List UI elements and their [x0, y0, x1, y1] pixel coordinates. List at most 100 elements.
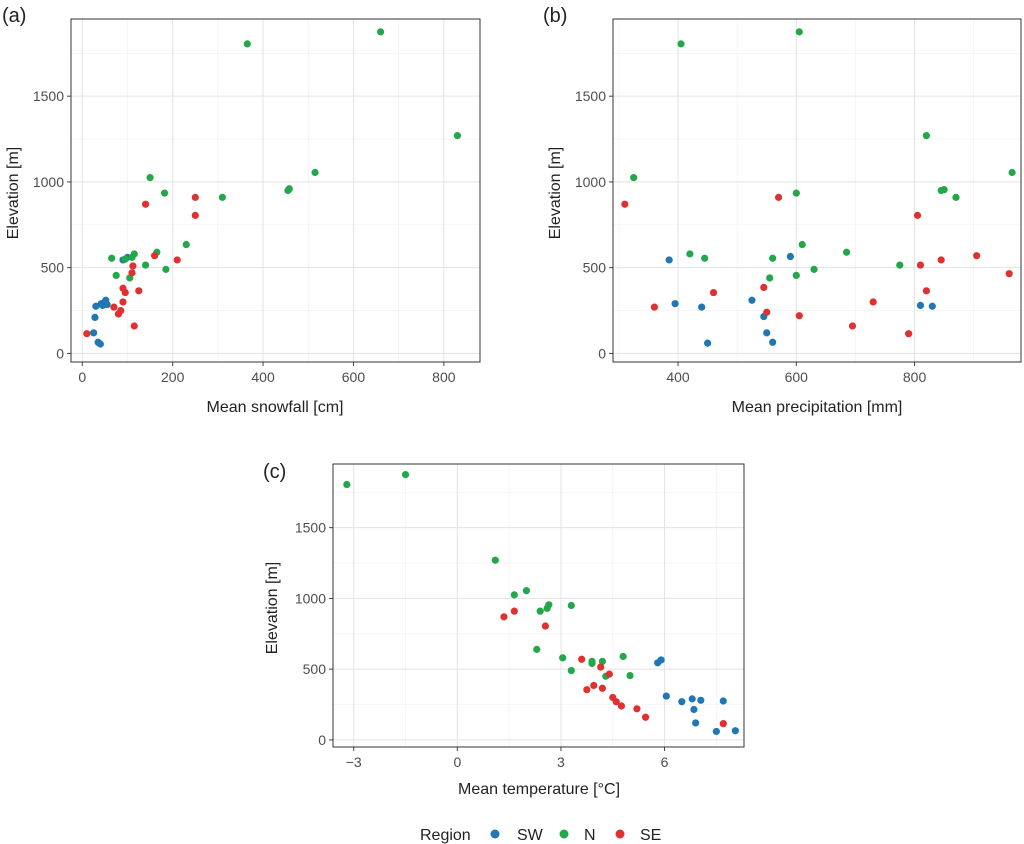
panel-b-point-sw [786, 252, 794, 261]
panel-c-point-se [510, 607, 518, 615]
panel-b-point-n [798, 240, 806, 249]
panel-b-point-se [795, 312, 803, 320]
panel-a-point-sw [103, 300, 111, 309]
panel-b-y-tick-label: 1500 [575, 88, 606, 104]
panel-c-point-n [343, 480, 351, 489]
panel-a-point-se [173, 256, 181, 264]
panel-a-x-tick-label: 600 [342, 369, 366, 385]
panel-c-y-tick-label: 1000 [295, 590, 326, 606]
panel-b-point-se [869, 298, 877, 306]
panel-c-point-n [567, 601, 575, 610]
panel-b-point-sw [928, 302, 936, 310]
panel-b-point-n [792, 189, 800, 197]
panel-c-x-tick-label: −3 [346, 754, 362, 770]
panel-b-x-tick-label: 400 [666, 369, 690, 385]
panel-c-point-sw [731, 727, 739, 735]
panel-c-point-se [633, 705, 641, 713]
panel-b-point-sw [916, 301, 925, 310]
panel-a-x-tick-label: 200 [161, 369, 185, 385]
panel-b-point-se [774, 193, 783, 201]
panel-b-series-se [621, 193, 1013, 338]
panel-a-y-tick-label: 0 [56, 345, 64, 361]
panel-a-point-n [146, 174, 154, 182]
panel-a-point-n [311, 168, 319, 177]
panel-c-point-n [536, 607, 544, 615]
panel-b-point-sw [671, 300, 679, 308]
panel-a-border [70, 18, 481, 363]
panel-b-point-sw [698, 303, 706, 311]
panel-a-point-n [182, 240, 190, 249]
legend-title: Region [420, 827, 471, 844]
panel-a-plot-background [71, 19, 480, 362]
panel-c-point-se [541, 622, 550, 630]
panel-a-y-tick-label: 1000 [33, 174, 64, 190]
panel-a-y-tick-label: 500 [41, 260, 65, 276]
panel-c-point-n [619, 652, 627, 661]
panel-c-point-n [401, 471, 410, 479]
panel-b-point-n [701, 254, 709, 262]
panel-b-point-n [1008, 168, 1016, 177]
panel-a-point-se [129, 262, 137, 270]
legend-swatch-se [615, 829, 625, 839]
panel-c-point-se [641, 713, 650, 721]
panel-b-point-sw [704, 339, 712, 347]
panel-c-series-se [500, 607, 727, 728]
legend-label-sw: SW [517, 827, 544, 844]
panel-c-point-sw [692, 719, 700, 727]
panel-a-x-axis-title: Mean snowfall [cm] [207, 399, 344, 416]
panel-b-point-n [842, 248, 851, 256]
panel-a-y-axis-title: Elevation [m] [5, 147, 22, 239]
panel-c-point-n [626, 671, 634, 680]
panel-c-y-tick-label: 1500 [295, 520, 326, 536]
panel-a-point-n [453, 132, 462, 140]
panel-a-point-se [128, 269, 136, 277]
panel-a-plot-area [71, 19, 480, 362]
panel-b-point-se [848, 322, 857, 330]
panel-a-point-sw [89, 329, 98, 337]
panel-b-y-tick-label: 0 [598, 345, 606, 361]
panel-c-point-se [500, 613, 508, 621]
panel-c-point-se [612, 698, 620, 706]
panel-b-point-sw [748, 296, 756, 304]
panel-a-x-tick-label: 400 [251, 369, 275, 385]
panel-c-point-se [578, 655, 586, 663]
panel-a-point-n [112, 271, 120, 279]
panel-a-point-sw [91, 313, 99, 322]
panel-c-temperature: (c) Mean temperature [°C] Elevation [m] … [263, 461, 745, 798]
panel-b-plot-area [613, 19, 1021, 362]
panel-a-point-n [160, 189, 169, 197]
panel-a-point-se [130, 322, 138, 330]
panel-a-point-n [162, 265, 170, 273]
panel-b-point-n [769, 254, 777, 262]
panel-c-plot-background [333, 464, 744, 747]
panel-c-point-n [567, 666, 575, 675]
panel-b-series-n [630, 28, 1016, 282]
panel-c-point-sw [662, 692, 670, 700]
panel-c-x-tick-label: 6 [661, 754, 669, 770]
panel-b-point-se [760, 283, 768, 291]
legend-label-n: N [584, 827, 596, 844]
panel-b-y-tick-label: 1000 [575, 174, 606, 190]
panel-a-point-n [130, 250, 138, 258]
panel-b-point-se [937, 256, 945, 264]
panel-c-plot-area [333, 464, 744, 747]
panel-b-point-n [792, 271, 800, 279]
panel-c-point-sw [678, 698, 686, 706]
panel-b-point-se [916, 261, 925, 269]
panel-c-point-n [510, 591, 518, 599]
panel-a-point-n [108, 254, 116, 262]
panel-c-point-n [522, 587, 531, 595]
panel-a-label: (a) [2, 5, 26, 27]
panel-b-plot-background [613, 19, 1021, 362]
panel-c-point-n [491, 556, 499, 564]
panel-b-x-axis-title: Mean precipitation [mm] [732, 399, 903, 416]
panel-b-point-se [1005, 270, 1013, 278]
panel-a-point-n [243, 40, 251, 48]
panel-c-point-sw [690, 705, 698, 714]
panel-c-point-sw [657, 656, 665, 664]
panel-a-point-n [121, 255, 129, 263]
panel-b-point-n [677, 40, 685, 48]
panel-c-point-se [598, 684, 606, 692]
panel-a-point-n [376, 28, 385, 36]
